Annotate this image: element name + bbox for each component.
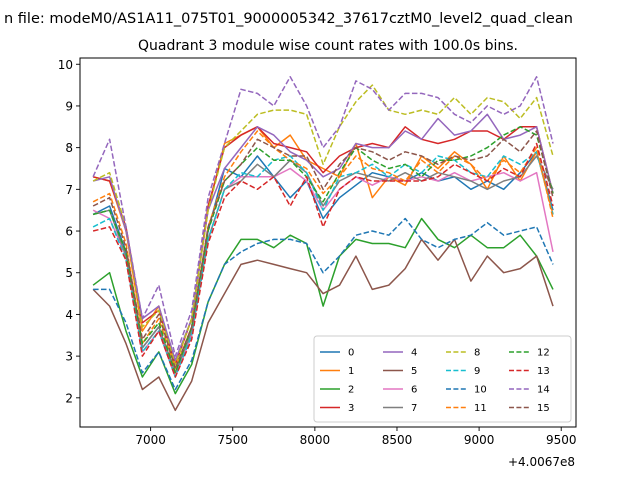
series-line-2 [92, 217, 554, 395]
legend-label-7: 7 [411, 403, 417, 414]
legend-label-9: 9 [474, 366, 480, 377]
series-line-10 [93, 217, 554, 391]
legend-label-8: 8 [474, 348, 480, 359]
series-line-12 [92, 126, 554, 374]
legend-label-0: 0 [348, 348, 354, 359]
y-tick-label: 5 [65, 266, 73, 280]
x-tick-label: 9000 [464, 433, 495, 447]
legend-label-12: 12 [537, 348, 550, 359]
y-tick-label: 7 [65, 183, 73, 197]
x-tick-label: 7500 [217, 433, 248, 447]
series-line-8 [92, 84, 554, 366]
y-tick-label: 2 [65, 391, 73, 405]
legend-label-11: 11 [474, 403, 487, 414]
legend-label-5: 5 [411, 366, 417, 377]
y-tick-label: 10 [58, 58, 73, 72]
suptitle: n file: modeM0/AS1A11_075T01_9000005342_… [4, 11, 573, 27]
legend-frame [313, 335, 572, 423]
series-line-4 [92, 113, 554, 362]
legend-label-1: 1 [348, 366, 354, 377]
chart-title: Quadrant 3 module wise count rates with … [138, 38, 518, 54]
legend-label-2: 2 [348, 385, 354, 396]
legend-label-10: 10 [474, 385, 487, 396]
series-line-14 [92, 76, 554, 357]
x-tick-label: 8000 [300, 433, 331, 447]
legend-label-4: 4 [411, 348, 417, 359]
y-tick-label: 4 [65, 308, 73, 322]
series-line-5 [92, 238, 554, 412]
legend-label-6: 6 [411, 385, 417, 396]
legend-label-15: 15 [537, 403, 550, 414]
x-offset-label: +4.0067e8 [508, 455, 575, 469]
legend-label-13: 13 [537, 366, 550, 377]
series-line-13 [92, 142, 554, 378]
y-tick-label: 8 [65, 141, 73, 155]
plot-frame [79, 57, 577, 428]
y-tick-label: 9 [65, 99, 73, 113]
legend-label-3: 3 [348, 403, 354, 414]
y-tick-label: 6 [65, 225, 73, 239]
y-tick-label: 3 [65, 350, 73, 364]
x-tick-label: 8500 [382, 433, 413, 447]
x-tick-label: 9500 [546, 433, 577, 447]
x-tick-label: 7000 [135, 433, 166, 447]
series-line-15 [92, 130, 554, 370]
legend-label-14: 14 [537, 385, 550, 396]
